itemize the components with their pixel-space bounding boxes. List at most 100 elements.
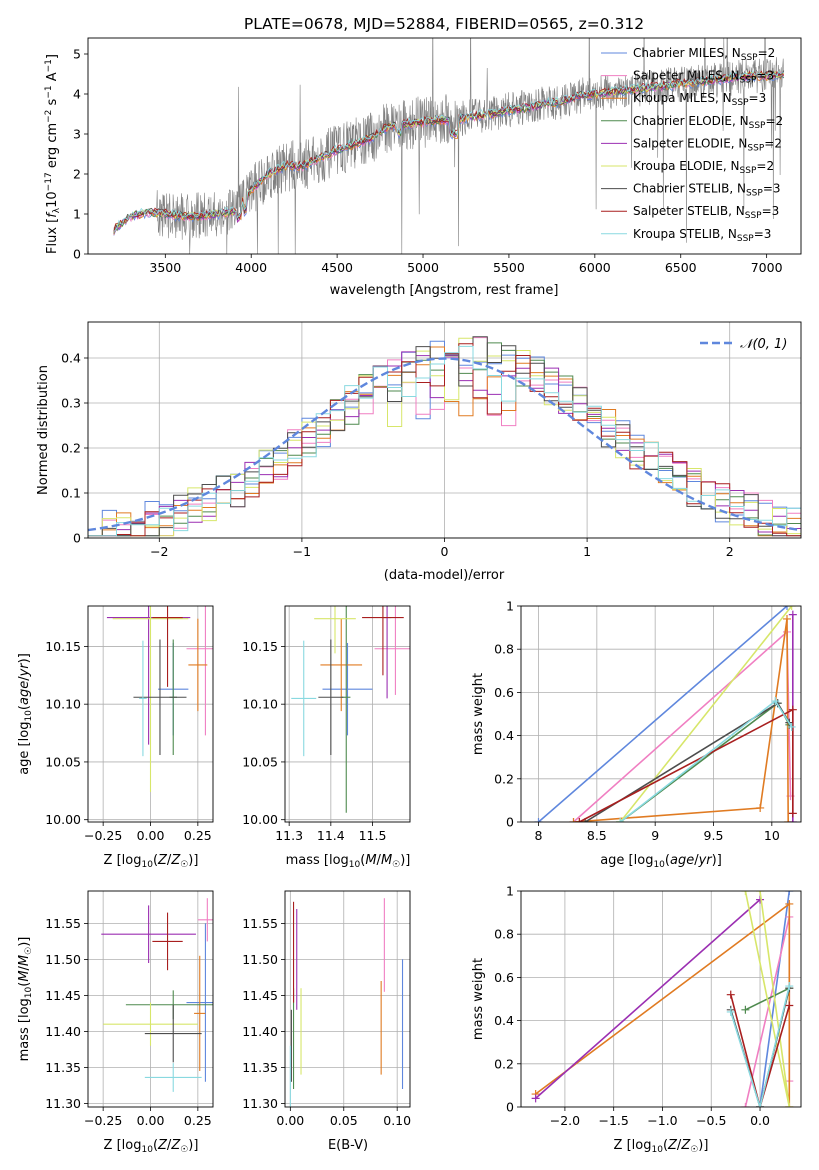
y-tick-label: 5 <box>73 47 81 62</box>
weight-marker <box>756 1103 765 1107</box>
y-axis-label: Normed distribution <box>36 365 51 495</box>
y-tick-label: 0.1 <box>61 486 81 501</box>
x-tick-label: 0.00 <box>137 828 165 843</box>
y-tick-label: 11.50 <box>242 952 278 967</box>
x-tick-label: 3500 <box>149 260 181 275</box>
y-tick-label: 11.30 <box>45 1096 81 1111</box>
y-tick-label: 11.55 <box>45 916 81 931</box>
weight-marker <box>569 818 578 822</box>
y-tick-label: 0.2 <box>494 771 514 786</box>
chart-weight-vs-Z: −2.0 −1.5 −1.0 −0.5 0.0 0 0.2 0.4 0.6 0.8 1 <box>494 884 802 1128</box>
histogram-step <box>88 337 801 537</box>
plot-area-spectrum <box>113 38 785 254</box>
axes-frame <box>87 321 802 539</box>
y-tick-label: 10.10 <box>242 697 278 712</box>
weight-marker <box>741 891 750 895</box>
weight-line <box>619 606 793 822</box>
x-tick-label: −2.0 <box>550 1113 580 1128</box>
weight-line <box>572 630 792 822</box>
axes-frame <box>87 890 214 1108</box>
y-tick-label: 10.05 <box>242 754 278 769</box>
weight-marker <box>787 606 796 610</box>
weight-marker <box>726 990 735 999</box>
legend-label: Salpeter MILES, NSSP=3 <box>633 69 774 86</box>
y-tick-label: 0.6 <box>494 685 514 700</box>
x-tick-label: 7000 <box>751 260 783 275</box>
x-tick-label: 9.5 <box>704 828 724 843</box>
chart-residuals: −2 −1 0 1 2 0 0.1 0.2 0.3 0.4 𝒩(0, 1) <box>61 321 802 559</box>
plot-area-weight-vs-Z <box>521 891 801 1107</box>
weight-marker <box>531 1094 540 1103</box>
y-tick-label: 3 <box>73 127 81 142</box>
x-tick-label: −0.25 <box>84 1113 122 1128</box>
weight-marker <box>788 610 797 619</box>
y-tick-label: 4 <box>73 87 81 102</box>
chart-mass-vs-Z: −0.25 0.00 0.25 11.30 11.35 11.40 11.45 11.50 11… <box>45 890 214 1128</box>
x-axis-label: age [log10(age/yr)] <box>600 853 722 870</box>
axes-frame <box>520 890 802 1108</box>
y-tick-label: 11.35 <box>242 1060 278 1075</box>
weight-marker <box>575 818 584 822</box>
y-tick-label: 11.45 <box>242 988 278 1003</box>
chart-weight-vs-age: 8 8.5 9 9.5 10 0 0.2 0.4 0.6 0.8 1 <box>494 599 802 843</box>
x-tick-label: −1.5 <box>599 1113 629 1128</box>
legend-label: Chabrier STELIB, NSSP=3 <box>633 182 781 199</box>
weight-line <box>619 699 793 822</box>
y-tick-label: 0.8 <box>494 642 514 657</box>
y-tick-label: 10.15 <box>242 639 278 654</box>
weight-marker <box>785 1103 794 1107</box>
axes-frame <box>87 605 214 823</box>
x-tick-label: 0.10 <box>383 1113 411 1128</box>
histogram-step <box>88 345 801 537</box>
y-tick-label: 0 <box>506 815 514 830</box>
y-tick-label: 1 <box>506 884 514 899</box>
x-axis-label: E(B-V) <box>328 1138 368 1153</box>
axes-frame <box>87 37 802 255</box>
plot-area-weight-vs-age <box>521 606 801 822</box>
x-tick-label: 11.5 <box>359 828 387 843</box>
chart-mass-vs-EBV: 0.00 0.05 0.10 11.30 11.35 11.40 11.45 11.50 11.… <box>242 890 411 1128</box>
axes-frame <box>284 890 411 1108</box>
y-tick-label: 11.40 <box>242 1024 278 1039</box>
weight-marker <box>788 809 797 818</box>
y-tick-label: 0.4 <box>494 728 514 743</box>
x-tick-label: 11.3 <box>275 828 303 843</box>
x-tick-label: 0 <box>441 544 449 559</box>
weight-marker <box>785 891 794 895</box>
x-tick-label: 5500 <box>493 260 525 275</box>
x-tick-label: 0.0 <box>750 1113 770 1128</box>
x-axis-label: Z [log10(Z/Z☉)] <box>614 1138 709 1155</box>
y-tick-label: 11.45 <box>45 988 81 1003</box>
weight-marker <box>756 803 765 812</box>
weight-line <box>537 606 788 822</box>
legend-label: Kroupa MILES, NSSP=3 <box>633 91 766 108</box>
y-axis-label: mass weight <box>471 673 486 755</box>
legend-label: Kroupa STELIB, NSSP=3 <box>633 227 771 244</box>
weight-marker <box>788 818 797 822</box>
y-tick-label: 11.35 <box>45 1060 81 1075</box>
x-axis-label: wavelength [Angstrom, rest frame] <box>330 283 559 298</box>
y-tick-label: 11.30 <box>242 1096 278 1111</box>
y-tick-label: 1 <box>73 207 81 222</box>
weight-marker <box>783 614 791 623</box>
x-tick-label: 10 <box>764 828 780 843</box>
y-tick-label: 10.15 <box>45 639 81 654</box>
x-tick-label: 1 <box>583 544 591 559</box>
y-tick-label: 0 <box>73 531 81 546</box>
weight-marker <box>784 818 793 822</box>
weight-marker <box>785 899 794 908</box>
y-tick-label: 10.10 <box>45 697 81 712</box>
y-tick-label: 2 <box>73 167 81 182</box>
legend-label: Chabrier MILES, NSSP=2 <box>633 46 775 63</box>
weight-line <box>744 891 791 1107</box>
y-tick-label: 0 <box>73 247 81 262</box>
weight-marker <box>726 1007 735 1016</box>
weight-marker <box>785 1001 794 1010</box>
x-axis-label: mass [log10(M/M☉)] <box>286 853 411 870</box>
plot-area-age-vs-mass <box>285 606 410 822</box>
chart-age-vs-Z: −0.25 0.00 0.25 10.00 10.05 10.10 10.15 <box>45 605 214 843</box>
x-tick-label: 4000 <box>235 260 267 275</box>
plot-area-mass-vs-Z <box>88 891 213 1107</box>
weight-marker <box>756 891 765 895</box>
